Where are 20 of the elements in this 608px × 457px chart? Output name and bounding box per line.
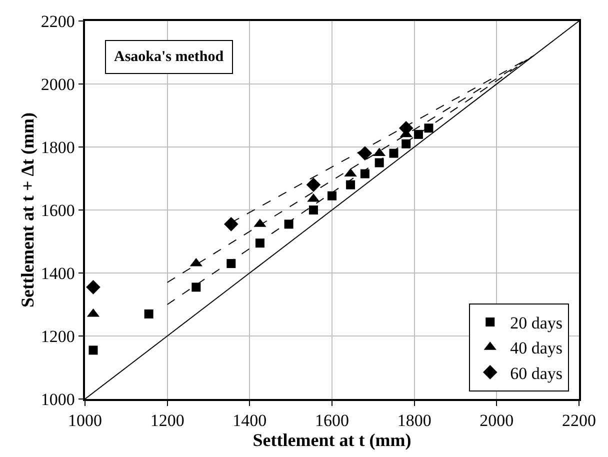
x-tick-label: 2000 xyxy=(480,411,514,430)
x-tick-label: 1200 xyxy=(150,411,184,430)
y-tick-label: 2000 xyxy=(40,74,75,94)
x-tick-label: 1000 xyxy=(68,411,102,430)
y-tick-label: 1600 xyxy=(40,200,75,220)
y-axis-title: Settlement at t + Δt (mm) xyxy=(18,112,38,308)
legend-label: 40 days xyxy=(510,338,563,358)
x-tick-label: 1600 xyxy=(315,411,349,430)
y-tick-label: 1800 xyxy=(40,138,75,157)
y-tick-label: 1000 xyxy=(40,390,75,409)
y-tick-label: 1400 xyxy=(40,264,75,283)
x-tick-label: 1400 xyxy=(232,411,267,430)
legend-label: 60 days xyxy=(510,364,563,383)
legend-label: 20 days xyxy=(510,314,563,333)
y-tick-label: 2200 xyxy=(40,12,75,31)
x-tick-label: 1800 xyxy=(397,411,432,430)
annotation: Asaoka's method xyxy=(114,49,224,65)
y-tick-label: 1200 xyxy=(40,326,75,346)
x-tick-label: 2200 xyxy=(562,411,596,430)
x-axis-title: Settlement at t (mm) xyxy=(252,430,412,450)
